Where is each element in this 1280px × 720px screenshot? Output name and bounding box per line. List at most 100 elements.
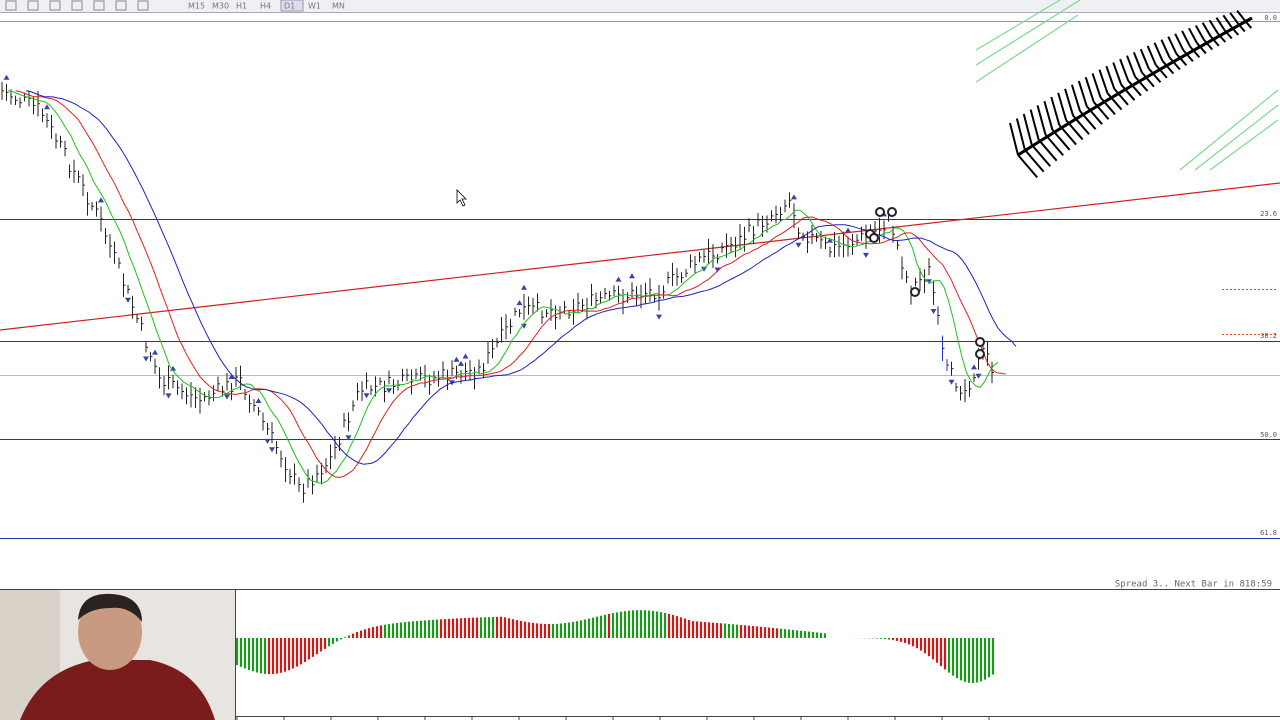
fern-leaf — [1029, 109, 1040, 140]
webcam-hair — [78, 593, 142, 622]
fern-leaf — [1134, 75, 1149, 92]
fractal-arrow — [3, 74, 10, 80]
toolbar-icon[interactable] — [5, 0, 17, 11]
fractal-arrow — [269, 447, 275, 453]
fractal-arrow — [44, 104, 50, 110]
fractal-arrow — [975, 373, 982, 379]
fern-leaf — [1196, 42, 1207, 55]
fern-leaf — [1022, 113, 1033, 145]
fractal-arrow — [165, 393, 172, 399]
mouse-cursor — [456, 189, 467, 207]
fractal-arrow — [948, 379, 955, 385]
fractal-arrow — [795, 242, 802, 248]
fern-leaf — [1132, 51, 1143, 73]
fractal-arrow — [143, 356, 149, 362]
fern-leaf — [1043, 100, 1054, 131]
fern-leaf — [1017, 154, 1038, 179]
fern-leaf — [1161, 60, 1175, 75]
fractal-arrow — [615, 276, 622, 282]
fib-label: 23.6 — [1260, 210, 1277, 218]
toolbar-icon[interactable] — [115, 0, 127, 11]
fern-leaf — [1098, 69, 1109, 94]
fractal-arrow — [125, 297, 131, 303]
fractal-arrow — [521, 284, 527, 290]
indicator-panel — [235, 590, 1280, 720]
fern-leaf — [1120, 84, 1136, 101]
fractal-arrow — [516, 300, 523, 306]
main-chart — [0, 13, 1280, 588]
fern-leaf — [1223, 29, 1233, 40]
webcam-face — [78, 594, 142, 670]
fern-leaf — [1160, 39, 1171, 58]
fern-leaf — [1072, 114, 1090, 135]
fern-leaf — [1058, 124, 1077, 146]
fern-leaf — [1092, 101, 1110, 120]
fern-leaf — [1203, 39, 1214, 51]
signal-marker — [869, 233, 879, 243]
timeframe-button[interactable]: M30 — [212, 2, 229, 11]
fern-leaf — [1216, 32, 1227, 43]
fractal-arrow — [386, 388, 392, 394]
timeframe-button[interactable]: MN — [332, 2, 345, 11]
fern-leaf — [1174, 33, 1185, 51]
toolbar-icon[interactable] — [49, 0, 61, 11]
fern-leaf — [1237, 23, 1246, 33]
fern-leaf — [1215, 17, 1226, 31]
fractal-arrow — [264, 438, 271, 444]
watermark-stripes — [975, 0, 1279, 171]
timeframe-button[interactable]: D1 — [284, 2, 295, 11]
timeframe-button[interactable]: H1 — [236, 2, 247, 11]
timeframe-button[interactable]: H4 — [260, 2, 271, 11]
fractal-arrow — [930, 309, 937, 315]
fern-leaf — [1086, 105, 1103, 125]
fern-leaf — [1084, 76, 1095, 103]
fractal-arrow — [255, 397, 262, 403]
active-timeframe — [280, 0, 304, 12]
moving-average — [7, 90, 999, 484]
toolbar-icon[interactable] — [27, 0, 39, 11]
fern-leaf — [1146, 45, 1157, 66]
fern-leaf — [1148, 67, 1162, 83]
toolbar-icon[interactable] — [137, 0, 149, 11]
fractal-arrow — [363, 393, 370, 399]
fern-leaf — [1106, 92, 1123, 111]
fractal-arrow — [345, 435, 352, 441]
fern-leaf — [1189, 45, 1201, 59]
fractal-arrow — [453, 356, 460, 362]
fractal-arrow — [152, 349, 158, 355]
fern-leaf — [1222, 14, 1233, 28]
fern-leaf — [1024, 149, 1045, 173]
timeframe-button[interactable]: M15 — [188, 2, 205, 11]
toolbar-icon[interactable] — [93, 0, 105, 11]
fern-leaf — [1044, 134, 1064, 156]
fern-leaf — [1064, 88, 1075, 116]
fern-leaf — [1037, 139, 1058, 162]
toolbar-icon[interactable] — [71, 0, 83, 11]
fractal-arrow — [791, 194, 797, 200]
fern-leaf — [1194, 24, 1205, 41]
signal-marker — [910, 287, 920, 297]
status-text: Spread 3.. Next Bar in 818:59 — [1115, 580, 1272, 590]
fern-leaf — [1168, 56, 1181, 71]
fern-stem — [1017, 16, 1253, 157]
fractal-arrow — [701, 266, 707, 272]
fern-leaf — [1230, 26, 1240, 36]
fern-leaf — [1009, 122, 1019, 156]
timeframe-button[interactable]: W1 — [308, 2, 321, 11]
fern-leaf — [1119, 58, 1130, 81]
fern-leaf — [1113, 88, 1129, 106]
fern-leaf — [1167, 36, 1178, 54]
fern-leaf — [1065, 119, 1084, 141]
fractal-arrow — [827, 237, 833, 243]
signal-marker — [875, 207, 885, 217]
toolbar — [0, 0, 1280, 12]
fern-leaf — [1209, 35, 1220, 47]
fern-leaf — [1070, 84, 1081, 112]
fern-leaf — [1105, 65, 1116, 90]
fractal-arrow — [656, 314, 662, 320]
fern-leaf — [1244, 20, 1253, 29]
fractal-arrow — [228, 373, 235, 379]
fib-label: 0.0 — [1264, 14, 1277, 22]
